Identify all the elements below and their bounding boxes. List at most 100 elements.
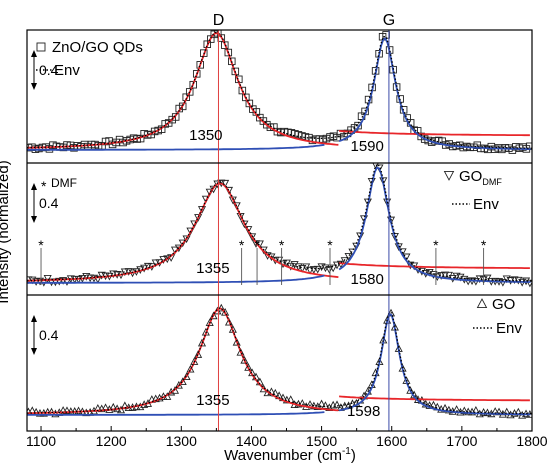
- x-tick-label: 1700: [446, 433, 477, 449]
- g-band-fit-tail: [27, 143, 325, 151]
- data-point: [429, 271, 438, 279]
- data-point: [290, 261, 299, 269]
- data-point: [232, 337, 241, 346]
- data-point: [244, 226, 253, 234]
- plot-frame: [26, 29, 533, 432]
- data-point: [171, 113, 180, 121]
- data-point: [224, 48, 233, 57]
- panel-3-data-markers: [27, 303, 532, 419]
- data-point: [425, 268, 434, 277]
- legend-panel-3: GO Env: [473, 296, 522, 337]
- x-tick-label: 1800: [516, 433, 547, 449]
- data-point: [120, 268, 129, 277]
- data-point: [186, 364, 195, 373]
- data-point: [305, 266, 315, 275]
- data-point: [194, 350, 203, 358]
- g-band-fit-curve: [338, 312, 531, 416]
- dmf-star: *: [327, 237, 333, 253]
- data-point: [182, 372, 191, 381]
- g-band-fit-tail: [27, 274, 325, 284]
- data-point: [309, 266, 318, 274]
- data-point: [62, 406, 72, 415]
- data-point: [460, 406, 469, 415]
- envelope-curve: [27, 307, 532, 415]
- data-point: [236, 212, 245, 221]
- data-point: [506, 277, 515, 285]
- data-point: [209, 311, 218, 320]
- scale-bar: 0.4: [31, 183, 59, 223]
- axis-layer: Intensity (normalized) Wavenumber (cm-1): [0, 29, 533, 464]
- data-point: [93, 275, 102, 284]
- d-band-fit-tail: [339, 262, 530, 269]
- panel-2-plot: * * * * * * *: [27, 163, 532, 288]
- band-label-d: D: [213, 12, 225, 29]
- dmf-star: *: [279, 237, 285, 253]
- data-point: [224, 317, 234, 326]
- data-point: [421, 399, 430, 408]
- data-point: [298, 264, 307, 273]
- scale-bar-label: 0.4: [39, 327, 59, 343]
- g-band-fit-curve: [338, 37, 531, 150]
- dmf-star-markers: * * * * * * *: [38, 237, 487, 285]
- panel-2: * * * * * * *: [27, 163, 532, 288]
- scale-bar-arrow-down: [31, 348, 37, 355]
- panel-3: [27, 303, 532, 419]
- dmf-note-label: DMF: [51, 176, 77, 190]
- legend-panel-2: GODMF Env * DMF: [41, 168, 502, 213]
- data-point: [178, 377, 187, 386]
- data-point: [236, 347, 245, 356]
- legend-label-env: Env: [473, 196, 499, 213]
- legend-label-env: Env: [496, 320, 522, 337]
- y-axis-label: Intensity (normalized): [0, 160, 12, 303]
- data-point: [456, 273, 465, 282]
- data-point: [178, 102, 187, 111]
- legend-marker-square: [36, 42, 46, 52]
- legend-marker-triangle: [476, 298, 488, 309]
- data-point: [340, 257, 349, 265]
- scale-bar-arrow-down: [31, 216, 37, 223]
- data-point: [55, 277, 64, 286]
- g-peak-label: 1580: [350, 271, 383, 288]
- legend-marker-triangle-down: [443, 170, 455, 181]
- data-point: [240, 355, 249, 364]
- g-peak-label: 1598: [347, 403, 380, 420]
- legend-label-env: Env: [54, 62, 80, 79]
- data-point: [194, 214, 203, 222]
- dmf-star: *: [38, 237, 44, 253]
- x-tick-label: 1400: [236, 433, 267, 449]
- scale-bar-label: 0.4: [39, 195, 59, 211]
- x-tick-label: 1600: [376, 433, 407, 449]
- dmf-star: *: [239, 237, 245, 253]
- data-point: [244, 363, 253, 371]
- panel-1: [27, 30, 532, 154]
- data-point: [116, 405, 126, 414]
- data-point: [325, 265, 334, 274]
- data-point: [182, 235, 191, 244]
- data-point: [190, 357, 199, 365]
- data-point: [406, 386, 415, 394]
- panel-1-plot: [27, 30, 532, 154]
- x-tick-label: 1500: [306, 433, 337, 449]
- data-point: [332, 400, 342, 409]
- band-label-g: G: [383, 12, 395, 29]
- scale-bar-label: 0.4: [39, 62, 59, 78]
- data-point: [313, 265, 322, 274]
- data-point: [228, 196, 237, 205]
- data-point: [329, 264, 338, 273]
- x-tick-label: 1100: [26, 433, 56, 449]
- legend-label-sample: GO: [492, 296, 515, 313]
- g-peak-label: 1590: [350, 138, 383, 155]
- scale-bar-arrow-up: [31, 50, 37, 57]
- envelope-curve: [27, 31, 532, 149]
- data-point: [325, 403, 334, 412]
- data-point: [196, 61, 204, 69]
- data-point: [59, 406, 68, 414]
- g-band-fit-tail: [27, 411, 325, 416]
- data-point: [317, 399, 326, 408]
- data-point: [185, 88, 194, 96]
- data-point: [151, 259, 160, 268]
- d-peak-label: 1350: [189, 127, 222, 144]
- x-tick-label: 1200: [96, 433, 127, 449]
